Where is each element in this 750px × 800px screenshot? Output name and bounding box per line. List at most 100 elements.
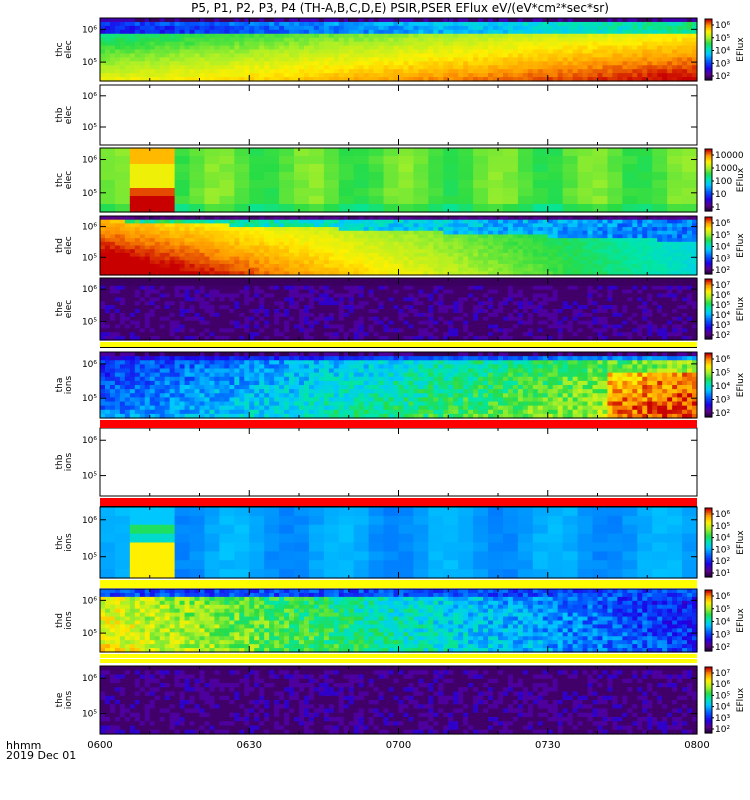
heatmap-cell	[583, 42, 589, 47]
heatmap-cell	[627, 65, 633, 70]
heatmap-cell	[209, 65, 215, 70]
heatmap-cell	[170, 231, 176, 235]
heatmap-cell	[264, 246, 270, 250]
heatmap-cell	[642, 253, 648, 257]
heatmap-cell	[558, 238, 564, 242]
heatmap-cell	[195, 50, 201, 55]
heatmap-cell	[135, 34, 141, 39]
heatmap-cell	[438, 69, 444, 74]
heatmap-cell	[642, 57, 648, 62]
heatmap-cell	[140, 305, 146, 309]
heatmap-cell	[498, 73, 504, 78]
heatmap-cell	[573, 257, 579, 261]
heatmap-cell	[239, 249, 245, 253]
heatmap-cell	[443, 223, 449, 227]
heatmap-cell	[652, 223, 658, 227]
heatmap-cell	[244, 260, 250, 264]
heatmap-cell	[185, 34, 191, 39]
heatmap-cell	[294, 164, 310, 173]
heatmap-cell	[458, 204, 474, 213]
heatmap-cell	[518, 148, 534, 157]
heatmap-cell	[175, 268, 181, 272]
heatmap-cell	[190, 264, 196, 268]
heatmap-cell	[523, 42, 529, 47]
heatmap-cell	[214, 305, 220, 309]
heatmap-cell	[428, 156, 444, 165]
heatmap-cell	[195, 257, 201, 261]
heatmap-cell	[394, 34, 400, 39]
heatmap-cell	[140, 22, 146, 27]
heatmap-cell	[453, 268, 459, 272]
heatmap-cell	[662, 246, 668, 250]
heatmap-cell	[588, 238, 594, 242]
heatmap-cell	[413, 231, 419, 235]
heatmap-cell	[294, 249, 300, 253]
heatmap-cell	[304, 57, 310, 62]
heatmap-cell	[339, 238, 345, 242]
y-tick-label: 10⁵	[82, 253, 97, 263]
heatmap-cell	[244, 227, 250, 231]
heatmap-cell	[503, 61, 509, 66]
heatmap-cell	[329, 18, 335, 23]
heatmap-cell	[234, 204, 250, 213]
heatmap-cell	[244, 325, 250, 329]
heatmap-cell	[234, 257, 240, 261]
heatmap-cell	[647, 42, 653, 47]
heatmap-cell	[294, 57, 300, 62]
heatmap-cell	[259, 257, 265, 261]
heatmap-cell	[458, 69, 464, 74]
heatmap-cell	[558, 246, 564, 250]
heatmap-cell	[289, 264, 295, 268]
heatmap-cell	[259, 301, 265, 305]
heatmap-cell	[239, 325, 245, 329]
heatmap-cell	[369, 53, 375, 58]
heatmap-cell	[185, 278, 191, 282]
heatmap-cell	[135, 278, 141, 282]
heatmap-cell	[304, 264, 310, 268]
heatmap-cell	[458, 227, 464, 231]
heatmap-cell	[249, 65, 255, 70]
heatmap-cell	[518, 188, 534, 197]
heatmap-cell	[453, 246, 459, 250]
heatmap-cell	[195, 238, 201, 242]
heatmap-cell	[672, 238, 678, 242]
heatmap-cell	[195, 309, 201, 313]
heatmap-cell	[682, 231, 688, 235]
heatmap-cell	[150, 301, 156, 305]
heatmap-cell	[403, 22, 409, 27]
heatmap-cell	[135, 297, 141, 301]
heatmap-cell	[443, 264, 449, 268]
heatmap-cell	[657, 61, 663, 66]
heatmap-cell	[105, 290, 111, 294]
heatmap-cell	[259, 290, 265, 294]
heatmap-cell	[413, 253, 419, 257]
heatmap-cell	[195, 34, 201, 39]
heatmap-cell	[165, 282, 171, 286]
heatmap-cell	[443, 57, 449, 62]
heatmap-cell	[672, 253, 678, 257]
heatmap-cell	[284, 30, 290, 35]
heatmap-cell	[239, 297, 245, 301]
heatmap-cell	[160, 246, 166, 250]
heatmap-cell	[339, 22, 345, 27]
heatmap-cell	[458, 216, 464, 220]
heatmap-cell	[443, 156, 459, 165]
heatmap-cell	[662, 227, 668, 231]
heatmap-cell	[214, 73, 220, 78]
heatmap-cell	[408, 264, 414, 268]
heatmap-cell	[498, 61, 504, 66]
heatmap-cell	[339, 69, 345, 74]
heatmap-cell	[115, 328, 121, 332]
heatmap-cell	[652, 61, 658, 66]
heatmap-cell	[269, 69, 275, 74]
heatmap-cell	[304, 238, 310, 242]
heatmap-cell	[249, 332, 255, 336]
colorbar-tick-label: 1	[715, 203, 721, 213]
heatmap-cell	[120, 34, 126, 39]
heatmap-cell	[145, 172, 161, 181]
heatmap-cell	[399, 148, 415, 157]
heatmap-cell	[120, 73, 126, 78]
heatmap-cell	[607, 238, 613, 242]
heatmap-cell	[140, 53, 146, 58]
heatmap-cell	[488, 227, 494, 231]
